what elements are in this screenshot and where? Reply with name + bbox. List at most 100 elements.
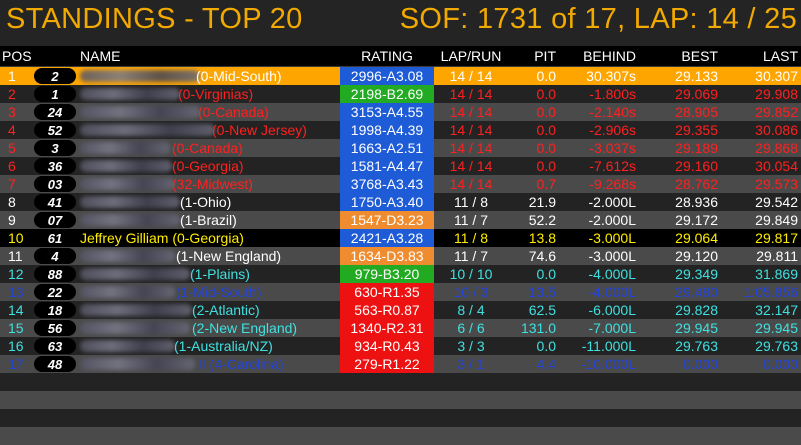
last-lap: 29.811: [756, 248, 798, 264]
standings-row[interactable]: 14 18 (2-Atlantic) 563-R0.87 8 / 4 62.5 -6.000…: [0, 301, 801, 319]
pit-time: 52.2: [528, 212, 556, 228]
last-lap: 29.849: [755, 212, 798, 228]
best-lap: 29.160: [675, 158, 718, 174]
standings-row[interactable]: 16 63 (1-Australia/NZ) 934-R0.43 3 / 3 0.0 -11…: [0, 337, 801, 355]
standings-row[interactable]: 3 24 (0-Canada) 3153-A4.55 14 / 14 0.0 -2.140s…: [0, 103, 801, 121]
last-lap: 29.852: [755, 104, 798, 120]
row-position: 7: [8, 176, 16, 192]
gap-behind: -4.000L: [588, 266, 636, 282]
car-number: 63: [34, 338, 76, 354]
driver-name: (32-Midwest): [172, 176, 253, 192]
row-position: 14: [8, 302, 24, 318]
best-lap: 29.069: [675, 86, 718, 102]
pit-time: 0.0: [536, 338, 556, 354]
standings-row[interactable]: 2 1 (0-Virginias) 2198-B2.69 14 / 14 0.0 -1.80…: [0, 85, 801, 103]
driver-rating: 279-R1.22: [340, 355, 434, 373]
empty-row: [0, 373, 801, 391]
lap-run: 14 / 14: [449, 68, 493, 84]
pit-time: 62.5: [528, 302, 556, 318]
standings-row[interactable]: 4 52 (0-New Jersey) 1998-A4.39 14 / 14 0.0 -2.…: [0, 121, 801, 139]
driver-name: (1-Ohio): [180, 194, 232, 210]
standings-row[interactable]: 10 61 Jeffrey Gilliam (0-Georgia) 2421-A3.2…: [0, 229, 801, 247]
gap-behind: -10.000L: [580, 356, 636, 372]
title-bar: STANDINGS - TOP 20 SOF: 1731 of 17, LAP:…: [0, 0, 801, 46]
best-lap: 29.120: [675, 248, 718, 264]
pit-time: 0.0: [536, 140, 556, 156]
lap-run: 8 / 4: [457, 302, 485, 318]
last-lap: 29.542: [755, 194, 798, 210]
driver-rating: 3768-A3.43: [340, 175, 434, 193]
row-position: 5: [8, 140, 16, 156]
best-lap: 0.000: [682, 356, 718, 372]
standings-row[interactable]: 1 2 (0-Mid-South) 2996-A3.08 14 / 14 0.0 30.30…: [0, 67, 801, 85]
pit-time: 0.0: [536, 266, 556, 282]
lap-run: 14 / 14: [449, 140, 493, 156]
gap-behind: -3.000L: [588, 248, 636, 264]
car-number: 18: [34, 302, 76, 318]
standings-row[interactable]: 8 41 (1-Ohio) 1750-A3.40 11 / 8 21.9 -2.000L 28…: [0, 193, 801, 211]
best-lap: 29.133: [675, 68, 718, 84]
standings-row[interactable]: 12 88 (1-Plains) 979-B3.20 10 / 10 0.0 -4.000L…: [0, 265, 801, 283]
row-position: 6: [8, 158, 16, 174]
driver-rating: 1998-A4.39: [340, 121, 434, 139]
header-name: NAME: [80, 48, 121, 64]
header-rating: RATING: [361, 48, 413, 64]
last-lap: 29.817: [755, 230, 798, 246]
row-position: 2: [8, 86, 16, 102]
pit-time: 74.6: [528, 248, 556, 264]
driver-name: (0-Mid-South): [196, 68, 282, 84]
last-lap: 29.763: [755, 338, 798, 354]
lap-run: 14 / 14: [449, 122, 493, 138]
car-number: 07: [34, 212, 76, 228]
standings-row[interactable]: 6 36 (0-Georgia) 1581-A4.47 14 / 14 0.0 -7.612…: [0, 157, 801, 175]
standings-row[interactable]: 17 48 II (4-Carolina) 279-R1.22 3 / 1 4.4 -10.…: [0, 355, 801, 373]
car-number: 3: [34, 140, 76, 156]
standings-row[interactable]: 13 22 (1-Mid-South) 630-R1.35 10 / 3 13.5 -4.0…: [0, 283, 801, 301]
blurred-name: [80, 322, 190, 334]
blurred-name: [80, 304, 192, 316]
standings-row[interactable]: 15 56 (2-New England) 1340-R2.31 6 / 6 131.0 -…: [0, 319, 801, 337]
car-number: 61: [34, 230, 76, 246]
blurred-name: [80, 160, 172, 172]
driver-name: (1-Plains): [190, 266, 250, 282]
blurred-name: [80, 268, 190, 280]
best-lap: 29.480: [675, 284, 718, 300]
driver-rating: 3153-A4.55: [340, 103, 434, 121]
best-lap: 29.349: [675, 266, 718, 282]
car-number: 48: [34, 356, 76, 372]
lap-run: 11 / 8: [454, 230, 488, 246]
driver-name: (2-Atlantic): [192, 302, 260, 318]
lap-run: 14 / 14: [449, 104, 493, 120]
driver-name: (0-Virginias): [178, 86, 254, 102]
blurred-name: [80, 88, 180, 100]
pit-time: 131.0: [520, 320, 556, 336]
car-number: 36: [34, 158, 76, 174]
gap-behind: -2.140s: [589, 104, 636, 120]
gap-behind: -7.000L: [588, 320, 636, 336]
blurred-name: [80, 196, 180, 208]
driver-rating: 563-R0.87: [340, 301, 434, 319]
standings-row[interactable]: 7 03 (32-Midwest) 3768-A3.43 14 / 14 0.7 -9.26…: [0, 175, 801, 193]
pit-time: 13.5: [528, 284, 556, 300]
last-lap: 30.307: [755, 68, 798, 84]
last-lap: 31.869: [755, 266, 798, 282]
best-lap: 28.762: [675, 176, 718, 192]
standings-row[interactable]: 5 3 (0-Canada) 1663-A2.51 14 / 14 0.0 -3.037s 2…: [0, 139, 801, 157]
blurred-name: [80, 214, 180, 226]
gap-behind: -2.906s: [589, 122, 636, 138]
lap-run: 14 / 14: [449, 176, 493, 192]
row-position: 1: [8, 68, 16, 84]
blurred-name: [80, 250, 175, 262]
car-number: 24: [34, 104, 76, 120]
standings-row[interactable]: 11 4 (1-New England) 1634-D3.83 11 / 7 74.6 -3…: [0, 247, 801, 265]
last-lap: 0.000: [762, 356, 798, 372]
driver-name: (1-Australia/NZ): [174, 338, 273, 354]
driver-rating: 1750-A3.40: [340, 193, 434, 211]
pit-time: 0.0: [536, 158, 556, 174]
driver-name: (0-Canada): [198, 104, 269, 120]
standings-row[interactable]: 9 07 (1-Brazil) 1547-D3.23 11 / 7 52.2 -2.000L…: [0, 211, 801, 229]
pit-time: 0.7: [536, 176, 556, 192]
lap-run: 14 / 14: [449, 158, 493, 174]
lap-run: 10 / 3: [453, 284, 489, 300]
row-position: 4: [8, 122, 16, 138]
